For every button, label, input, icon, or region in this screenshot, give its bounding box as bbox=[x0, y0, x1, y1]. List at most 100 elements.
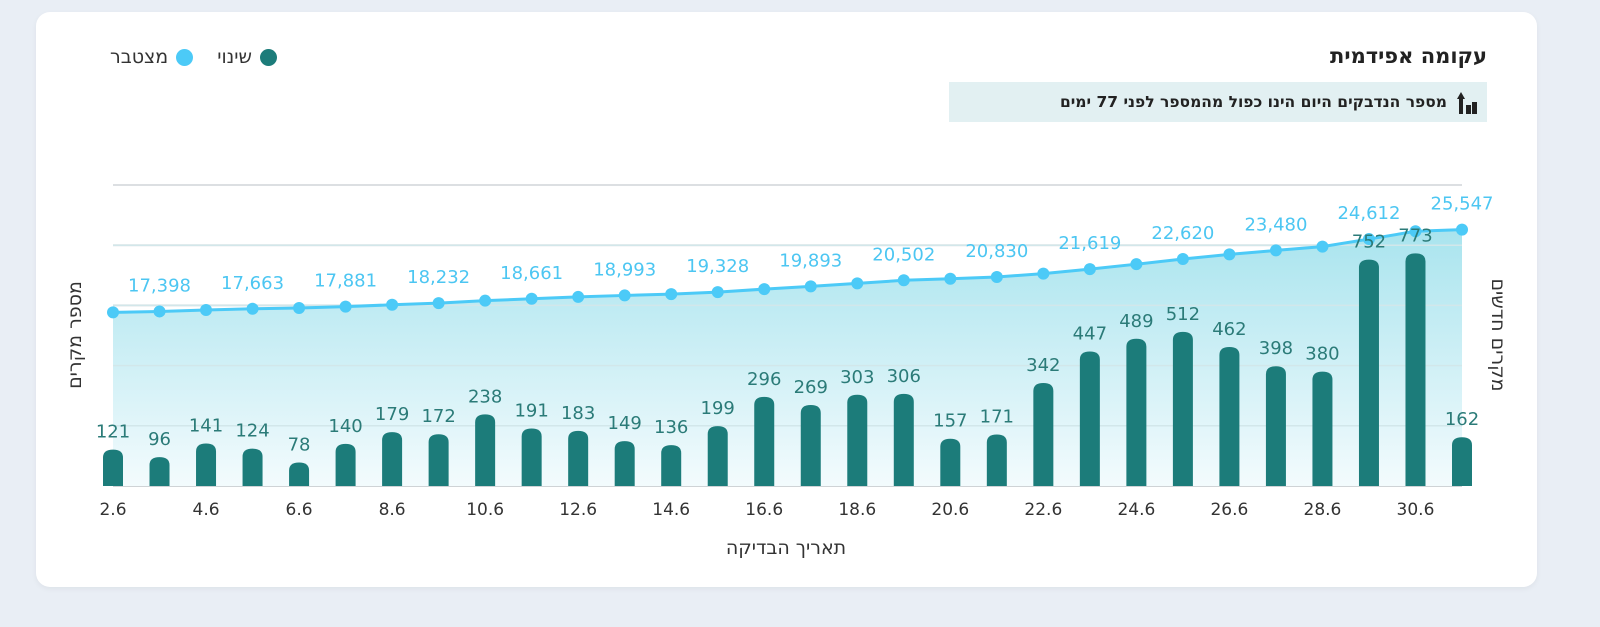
trend-up-bars-icon bbox=[1457, 92, 1477, 114]
bar bbox=[800, 405, 821, 486]
cumulative-point bbox=[246, 302, 259, 315]
cumulative-value-label: 18,993 bbox=[593, 259, 656, 280]
bar bbox=[242, 448, 263, 486]
cumulative-value-label: 20,830 bbox=[965, 241, 1028, 262]
cumulative-point bbox=[944, 272, 957, 285]
bar-value-label: 124 bbox=[235, 421, 269, 442]
bar-value-label: 342 bbox=[1026, 355, 1060, 376]
cumulative-point bbox=[1316, 240, 1329, 253]
cumulative-point bbox=[1130, 258, 1143, 271]
x-tick-label: 6.6 bbox=[286, 500, 313, 520]
legend-label: שינוי bbox=[217, 46, 252, 68]
banner-text: מספר הנדבקים היום הינו כפול מהמספר לפני … bbox=[1059, 93, 1447, 111]
cumulative-point bbox=[711, 286, 724, 299]
bar bbox=[475, 414, 496, 486]
cumulative-point bbox=[339, 300, 352, 313]
cumulative-point bbox=[990, 271, 1003, 284]
bar bbox=[335, 443, 356, 486]
cumulative-point bbox=[804, 280, 817, 293]
x-tick-label: 24.6 bbox=[1117, 500, 1155, 520]
bar-value-label: 149 bbox=[608, 413, 642, 434]
bar-value-label: 380 bbox=[1305, 344, 1339, 365]
cumulative-value-label: 20,502 bbox=[872, 244, 935, 265]
cumulative-value-label: 25,547 bbox=[1431, 194, 1494, 215]
bar-value-label: 447 bbox=[1073, 323, 1107, 344]
x-tick-label: 2.6 bbox=[99, 500, 126, 520]
cumulative-point bbox=[1176, 253, 1189, 266]
cumulative-point bbox=[525, 292, 538, 305]
bar bbox=[986, 434, 1007, 486]
cumulative-point bbox=[572, 290, 585, 303]
cumulative-value-label: 18,232 bbox=[407, 267, 470, 288]
bar bbox=[1265, 366, 1286, 486]
cumulative-point bbox=[1037, 267, 1050, 280]
x-tick-label: 4.6 bbox=[193, 500, 220, 520]
bar-value-label: 303 bbox=[840, 367, 874, 388]
bar bbox=[1079, 351, 1100, 486]
cumulative-point bbox=[107, 306, 119, 319]
cumulative-point bbox=[293, 301, 306, 314]
cumulative-point bbox=[1083, 263, 1096, 276]
bar-value-label: 162 bbox=[1445, 409, 1479, 430]
bar bbox=[568, 430, 589, 486]
cumulative-value-label: 17,663 bbox=[221, 273, 284, 294]
cumulative-value-label: 23,480 bbox=[1244, 214, 1307, 235]
cumulative-point bbox=[1223, 248, 1236, 261]
bar bbox=[707, 426, 728, 486]
bar bbox=[1405, 253, 1426, 486]
bar bbox=[614, 441, 635, 486]
bar-value-label: 183 bbox=[561, 403, 595, 424]
bar-value-label: 238 bbox=[468, 386, 502, 407]
bar-value-label: 269 bbox=[794, 377, 828, 398]
bar-value-label: 157 bbox=[933, 411, 967, 432]
cumulative-point bbox=[618, 289, 631, 302]
x-tick-label: 28.6 bbox=[1304, 500, 1342, 520]
cumulative-value-label: 19,328 bbox=[686, 256, 749, 277]
cumulative-point bbox=[386, 298, 399, 311]
cumulative-area bbox=[113, 229, 1462, 486]
info-banner: מספר הנדבקים היום הינו כפול מהמספר לפני … bbox=[949, 82, 1487, 122]
legend-item-cumulative[interactable]: מצטבר bbox=[110, 46, 194, 68]
x-tick-label: 16.6 bbox=[745, 500, 783, 520]
bar bbox=[521, 428, 542, 486]
legend: שינוי מצטבר bbox=[96, 46, 277, 68]
bar bbox=[103, 449, 123, 486]
bar-value-label: 512 bbox=[1166, 304, 1200, 325]
x-axis-label: תאריך הבדיקה bbox=[725, 537, 847, 559]
bar-value-label: 462 bbox=[1212, 319, 1246, 340]
bar bbox=[196, 443, 217, 486]
bar-value-label: 121 bbox=[96, 422, 130, 443]
bar bbox=[289, 462, 310, 486]
bar-value-label: 172 bbox=[421, 406, 455, 427]
bar-value-label: 199 bbox=[701, 398, 735, 419]
cumulative-value-label: 21,619 bbox=[1058, 233, 1121, 254]
cumulative-point bbox=[1269, 244, 1282, 257]
bar bbox=[382, 432, 403, 486]
bar-value-label: 171 bbox=[980, 407, 1014, 428]
legend-item-change[interactable]: שינוי bbox=[217, 46, 277, 68]
x-tick-label: 12.6 bbox=[559, 500, 597, 520]
cumulative-point bbox=[758, 283, 771, 296]
cumulative-value-label: 17,881 bbox=[314, 271, 377, 292]
bar-value-label: 140 bbox=[328, 416, 362, 437]
cumulative-value-label: 24,612 bbox=[1337, 203, 1400, 224]
cumulative-point bbox=[897, 274, 910, 287]
bar-value-label: 398 bbox=[1259, 338, 1293, 359]
bar bbox=[754, 396, 775, 486]
bar bbox=[1452, 437, 1472, 486]
x-tick-label: 8.6 bbox=[379, 500, 406, 520]
bar bbox=[893, 393, 914, 486]
cumulative-line bbox=[112, 228, 1463, 314]
cumulative-point bbox=[665, 288, 678, 301]
bar bbox=[1312, 371, 1333, 486]
x-tick-label: 14.6 bbox=[652, 500, 690, 520]
bar bbox=[428, 434, 449, 486]
bar-value-label: 78 bbox=[288, 435, 311, 456]
cumulative-point bbox=[1362, 233, 1375, 246]
bar bbox=[847, 394, 868, 486]
bar bbox=[1358, 259, 1379, 486]
cumulative-point bbox=[1409, 225, 1422, 238]
x-tick-label: 30.6 bbox=[1397, 500, 1435, 520]
bar-value-label: 141 bbox=[189, 416, 223, 437]
